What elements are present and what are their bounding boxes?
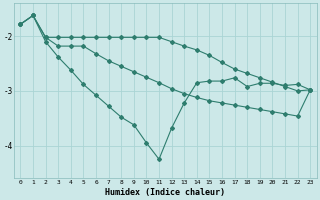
X-axis label: Humidex (Indice chaleur): Humidex (Indice chaleur) (105, 188, 225, 197)
